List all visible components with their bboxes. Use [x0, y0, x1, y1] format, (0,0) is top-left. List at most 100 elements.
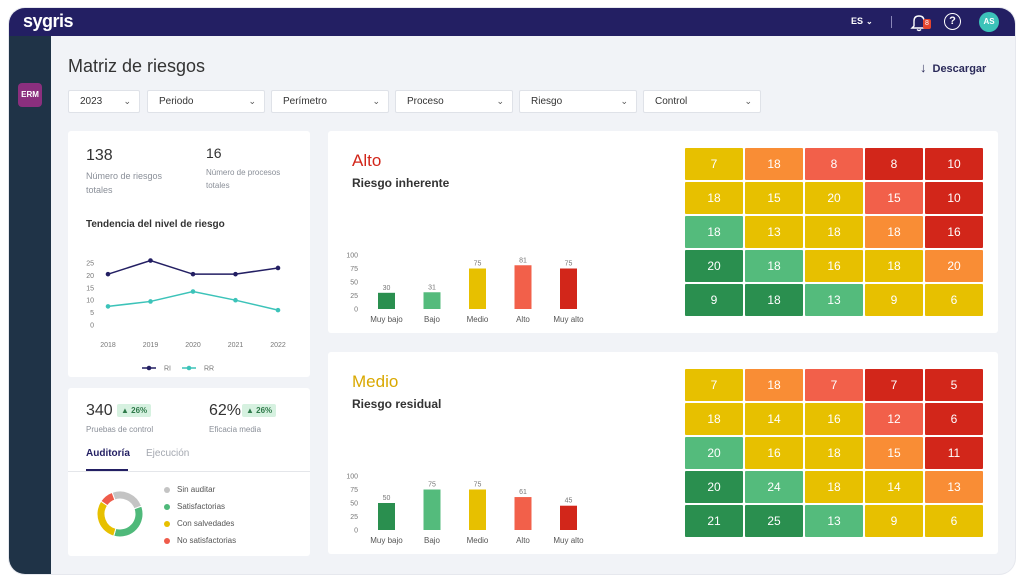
heatmap-cell[interactable]: 7 — [865, 369, 923, 401]
heatmap-cell[interactable]: 18 — [865, 250, 923, 282]
heatmap-cell[interactable]: 10 — [925, 148, 983, 180]
heatmap-cell[interactable]: 6 — [925, 403, 983, 435]
heatmap-cell[interactable]: 9 — [865, 505, 923, 537]
chevron-down-icon: ⌄ — [248, 96, 256, 106]
download-icon: ↓ — [920, 60, 927, 75]
filter-year[interactable]: 2023 ⌄ — [68, 90, 140, 113]
module-erm-button[interactable]: ERM — [18, 83, 42, 107]
heatmap-cell[interactable]: 15 — [865, 182, 923, 214]
heatmap-cell[interactable]: 8 — [805, 148, 863, 180]
app-window: sygris ES ⌄ 8 ? AS ERM Matriz de riesgos … — [9, 8, 1015, 574]
heatmap-cell[interactable]: 20 — [685, 250, 743, 282]
avatar[interactable]: AS — [979, 12, 999, 32]
language-selector[interactable]: ES ⌄ — [851, 16, 873, 26]
heatmap-cell[interactable]: 12 — [865, 403, 923, 435]
heatmap-cell[interactable]: 13 — [745, 216, 803, 248]
heatmap-cell[interactable]: 7 — [805, 369, 863, 401]
filter-risk[interactable]: Riesgo ⌄ — [519, 90, 637, 113]
heatmap-cell[interactable]: 9 — [865, 284, 923, 316]
bar — [560, 505, 577, 530]
heatmap-cell[interactable]: 18 — [685, 216, 743, 248]
heatmap-cell[interactable]: 8 — [865, 148, 923, 180]
heatmap-cell[interactable]: 14 — [865, 471, 923, 503]
bar — [423, 292, 441, 309]
inherent-risk-bar-chart: 0 25 50 75 100 30 Muy bajo 31 Bajo 75 Medio 81 Alto 7… — [346, 253, 584, 325]
filter-perimeter[interactable]: Perímetro ⌄ — [271, 90, 389, 113]
filter-control[interactable]: Control ⌄ — [643, 90, 761, 113]
badge-value: 26% — [256, 406, 273, 415]
download-button[interactable]: ↓ Descargar — [920, 60, 986, 75]
residual-risk-panel: Medio Riesgo residual 0 25 50 75 100 50 Muy ba… — [328, 352, 998, 554]
heatmap-cell[interactable]: 18 — [745, 369, 803, 401]
heatmap-cell[interactable]: 5 — [925, 369, 983, 401]
filter-period[interactable]: Periodo ⌄ — [147, 90, 265, 113]
filter-process[interactable]: Proceso ⌄ — [395, 90, 513, 113]
heatmap-cell[interactable]: 18 — [745, 148, 803, 180]
heatmap-cell[interactable]: 18 — [745, 284, 803, 316]
total-risks-label: Número de riesgos totales — [86, 171, 163, 195]
legend-label: Sin auditar — [177, 485, 216, 494]
total-risks-value: 138 — [86, 147, 113, 164]
heatmap-cell[interactable]: 20 — [805, 182, 863, 214]
heatmap-cell[interactable]: 15 — [865, 437, 923, 469]
heatmap-cell[interactable]: 13 — [805, 505, 863, 537]
bar-value-label: 45 — [565, 498, 573, 505]
y-tick-label: 15 — [86, 285, 94, 292]
y-tick-label: 5 — [90, 310, 94, 317]
legend-swatch — [164, 537, 170, 544]
heatmap-cell[interactable]: 13 — [805, 284, 863, 316]
heatmap-cell[interactable]: 6 — [925, 284, 983, 316]
residual-risk-bar-chart: 0 25 50 75 100 50 Muy bajo 75 Bajo 75 Medio 61 Alto 4… — [346, 474, 584, 546]
heatmap-cell[interactable]: 25 — [745, 505, 803, 537]
series-line-RR — [107, 290, 279, 311]
heatmap-cell[interactable]: 20 — [685, 437, 743, 469]
data-point — [233, 297, 238, 303]
chevron-down-icon: ⌄ — [620, 96, 628, 106]
heatmap-cell[interactable]: 24 — [745, 471, 803, 503]
x-tick-label: 2018 — [100, 342, 116, 349]
tab-divider — [68, 471, 310, 472]
heatmap-cell[interactable]: 7 — [685, 148, 743, 180]
heatmap-cell[interactable]: 21 — [685, 505, 743, 537]
top-bar: sygris ES ⌄ 8 ? AS — [9, 8, 1015, 36]
sidebar: ERM — [9, 36, 51, 574]
heatmap-cell[interactable]: 16 — [805, 403, 863, 435]
heatmap-cell[interactable]: 20 — [685, 471, 743, 503]
donut-slice — [113, 505, 144, 538]
data-point — [148, 299, 153, 304]
heatmap-cell[interactable]: 13 — [925, 471, 983, 503]
tab-auditoria[interactable]: Auditoría — [86, 448, 130, 459]
legend-item: No satisfactorias — [164, 536, 236, 545]
heatmap-cell[interactable]: 18 — [865, 216, 923, 248]
controls-card: 340 ▲ 26% Pruebas de control 62% ▲ 26% E… — [68, 388, 310, 556]
logo[interactable]: sygris — [23, 11, 74, 31]
heatmap-cell[interactable]: 6 — [925, 505, 983, 537]
y-tick-label: 0 — [354, 307, 358, 314]
heatmap-cell[interactable]: 7 — [685, 369, 743, 401]
bar — [378, 503, 395, 530]
legend-swatch — [164, 503, 170, 510]
total-processes-value: 16 — [206, 145, 222, 161]
heatmap-cell[interactable]: 9 — [685, 284, 743, 316]
heatmap-cell[interactable]: 18 — [805, 216, 863, 248]
heatmap-cell[interactable]: 16 — [925, 216, 983, 248]
heatmap-cell[interactable]: 18 — [685, 182, 743, 214]
heatmap-cell[interactable]: 20 — [925, 250, 983, 282]
tab-ejecucion[interactable]: Ejecución — [146, 448, 190, 459]
heatmap-cell[interactable]: 18 — [805, 471, 863, 503]
heatmap-cell[interactable]: 18 — [745, 250, 803, 282]
heatmap-cell[interactable]: 10 — [925, 182, 983, 214]
heatmap-cell[interactable]: 16 — [745, 437, 803, 469]
control-tests-label: Pruebas de control — [86, 425, 154, 434]
heatmap-cell[interactable]: 15 — [745, 182, 803, 214]
heatmap-cell[interactable]: 14 — [745, 403, 803, 435]
heatmap-cell[interactable]: 16 — [805, 250, 863, 282]
heatmap-cell[interactable]: 18 — [685, 403, 743, 435]
x-tick-label: Medio — [467, 315, 489, 324]
data-point — [275, 265, 281, 271]
heatmap-cell[interactable]: 11 — [925, 437, 983, 469]
y-tick-label: 25 — [350, 293, 358, 300]
heatmap-cell[interactable]: 18 — [805, 437, 863, 469]
help-icon[interactable]: ? — [944, 13, 961, 30]
y-tick-label: 10 — [86, 298, 94, 305]
